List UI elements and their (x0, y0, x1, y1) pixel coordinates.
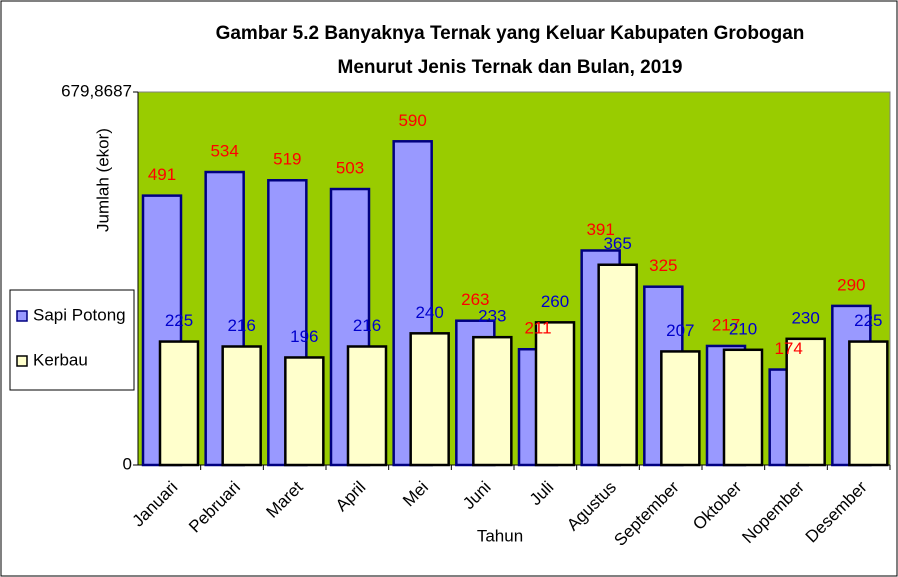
data-label: 260 (541, 292, 569, 311)
chart-title: Gambar 5.2 Banyaknya Ternak yang Keluar … (216, 23, 805, 44)
bar (346, 345, 388, 467)
data-label: 225 (165, 311, 193, 330)
data-label: 233 (478, 307, 506, 326)
bar (221, 345, 262, 467)
data-label: 196 (290, 327, 318, 346)
data-label: 225 (854, 311, 882, 330)
bar (722, 348, 764, 467)
y-tick-label: 679,8687 (61, 81, 132, 100)
data-label: 391 (586, 220, 614, 239)
data-label: 365 (603, 234, 631, 253)
data-label: 240 (415, 303, 443, 322)
data-label: 174 (774, 339, 802, 358)
plot-area (137, 91, 891, 466)
legend-swatch (16, 355, 28, 367)
data-label: 211 (524, 319, 551, 338)
bar (534, 321, 576, 467)
chart-subtitle: Menurut Jenis Ternak dan Bulan, 2019 (338, 57, 683, 78)
data-label: 216 (353, 316, 381, 335)
legend-swatch (16, 310, 28, 322)
data-label: 491 (148, 165, 176, 184)
y-axis-label: Jumlah (ekor) (93, 128, 112, 232)
data-label: 325 (649, 256, 677, 275)
data-label: 290 (837, 275, 865, 294)
bar (848, 340, 889, 467)
bar (158, 340, 200, 467)
data-label: 590 (398, 111, 426, 130)
legend-label: Sapi Potong (33, 305, 126, 324)
data-label: 207 (666, 321, 694, 340)
data-label: 519 (273, 150, 301, 169)
bar (597, 263, 638, 467)
bar (660, 350, 701, 467)
data-label: 263 (461, 290, 489, 309)
bar (284, 356, 325, 467)
bar (785, 337, 826, 467)
data-label: 503 (336, 159, 364, 178)
data-label: 230 (791, 308, 819, 327)
x-axis-label: Tahun (477, 526, 523, 545)
data-label: 217 (712, 315, 740, 334)
data-label: 216 (227, 316, 255, 335)
legend (9, 289, 135, 391)
legend-label: Kerbau (33, 350, 88, 369)
bar (409, 332, 450, 467)
bar (472, 335, 513, 467)
data-label: 210 (729, 319, 757, 338)
data-label: 534 (210, 142, 238, 161)
y-tick-label: 0 (123, 454, 132, 473)
